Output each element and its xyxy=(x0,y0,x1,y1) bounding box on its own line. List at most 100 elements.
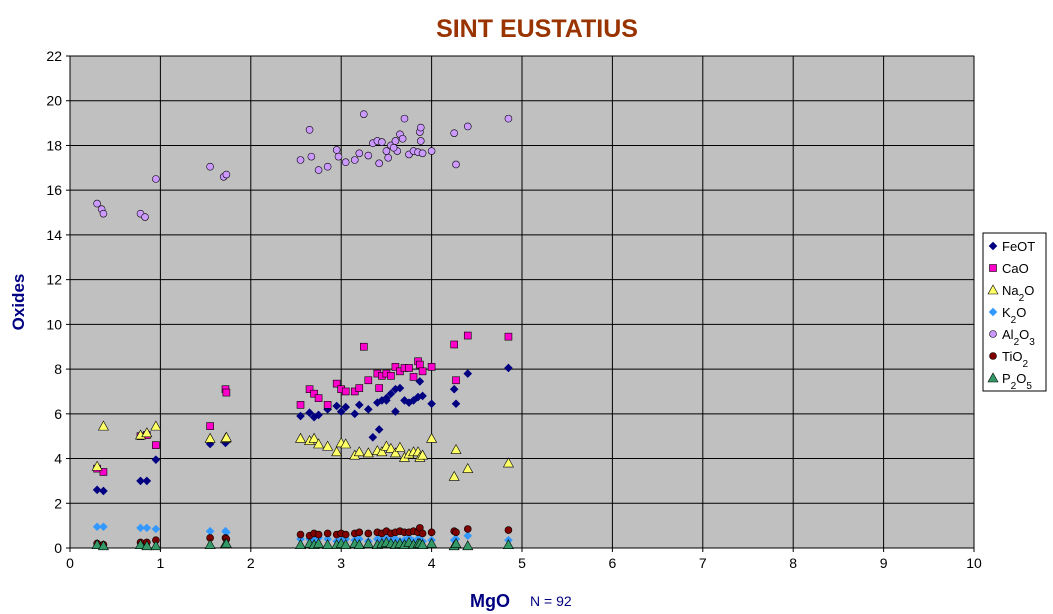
point-al2o3 xyxy=(398,134,407,143)
point-cao xyxy=(409,373,418,381)
point-p2o5 xyxy=(313,537,325,548)
point-al2o3 xyxy=(332,146,341,154)
point-cao xyxy=(405,364,413,372)
point-feot xyxy=(415,377,425,386)
series-na2o xyxy=(91,420,514,481)
point-feot xyxy=(449,384,459,394)
legend-label-k2o: K2O xyxy=(1002,305,1026,326)
legend-label-tio2: TiO2 xyxy=(1002,349,1028,370)
point-na2o xyxy=(97,420,109,431)
point-na2o xyxy=(462,462,474,473)
point-al2o3 xyxy=(206,162,214,171)
legend-label-na2o: Na2O xyxy=(1002,283,1034,304)
point-feot xyxy=(463,369,473,378)
point-p2o5 xyxy=(502,539,514,549)
x-tick-label: 10 xyxy=(966,555,982,571)
point-feot xyxy=(341,402,351,412)
legend-marker-cao xyxy=(989,264,997,272)
point-na2o xyxy=(448,470,460,481)
point-tio2 xyxy=(418,529,427,538)
point-feot xyxy=(99,486,108,496)
point-p2o5 xyxy=(362,537,374,548)
point-cao xyxy=(310,389,318,398)
point-cao xyxy=(296,401,305,409)
y-axis-label: Oxides xyxy=(9,274,28,331)
point-p2o5 xyxy=(353,539,365,549)
x-tick-label: 8 xyxy=(789,555,797,571)
series-al2o3 xyxy=(93,110,513,221)
point-al2o3 xyxy=(400,114,409,123)
point-feot xyxy=(373,398,382,407)
point-al2o3 xyxy=(364,151,373,160)
point-al2o3 xyxy=(463,122,472,131)
point-al2o3 xyxy=(99,209,108,218)
x-tick-label: 4 xyxy=(428,555,436,571)
legend-marker-k2o xyxy=(988,307,998,317)
y-tick-label: 0 xyxy=(54,540,62,556)
point-al2o3 xyxy=(305,126,314,134)
point-cao xyxy=(314,394,323,402)
point-p2o5 xyxy=(340,539,352,549)
point-k2o xyxy=(142,523,152,533)
point-cao xyxy=(222,388,231,397)
point-al2o3 xyxy=(378,138,386,146)
point-cao xyxy=(152,441,160,449)
point-na2o xyxy=(91,460,103,471)
y-tick-label: 22 xyxy=(46,48,62,64)
point-al2o3 xyxy=(389,143,398,152)
point-al2o3 xyxy=(307,152,316,161)
point-na2o xyxy=(220,431,232,442)
legend-label-p2o5: P2O5 xyxy=(1002,371,1032,392)
point-k2o xyxy=(136,523,145,533)
x-tick-label: 3 xyxy=(337,555,345,571)
point-al2o3 xyxy=(341,158,350,167)
point-na2o xyxy=(308,432,320,443)
point-feot xyxy=(92,485,102,495)
y-tick-label: 4 xyxy=(54,451,62,467)
point-cao xyxy=(450,340,459,349)
point-p2o5 xyxy=(204,539,216,549)
point-na2o xyxy=(150,420,162,431)
point-al2o3 xyxy=(334,152,343,161)
point-p2o5 xyxy=(426,537,438,548)
y-tick-label: 6 xyxy=(54,406,62,422)
point-al2o3 xyxy=(504,114,513,123)
point-na2o xyxy=(417,449,429,460)
point-cao xyxy=(504,332,513,341)
point-al2o3 xyxy=(375,159,383,168)
point-na2o xyxy=(204,432,216,443)
point-al2o3 xyxy=(323,162,332,171)
point-na2o xyxy=(295,432,307,443)
point-feot xyxy=(364,405,373,414)
point-feot xyxy=(391,407,400,416)
point-cao xyxy=(323,401,332,409)
point-al2o3 xyxy=(296,156,305,164)
point-cao xyxy=(355,384,364,392)
legend-marker-p2o5 xyxy=(987,372,999,383)
x-tick-label: 2 xyxy=(247,555,255,571)
point-p2o5 xyxy=(450,537,462,548)
point-feot xyxy=(323,405,332,414)
point-p2o5 xyxy=(462,540,474,551)
point-na2o xyxy=(502,457,514,468)
point-al2o3 xyxy=(222,170,231,179)
point-feot xyxy=(336,407,346,416)
point-cao xyxy=(341,387,350,396)
point-al2o3 xyxy=(93,199,101,208)
point-na2o xyxy=(141,427,153,438)
x-tick-label: 5 xyxy=(518,555,526,571)
point-cao xyxy=(206,422,214,430)
point-feot xyxy=(151,455,161,464)
point-al2o3 xyxy=(416,137,425,145)
point-feot xyxy=(386,389,396,398)
point-tio2 xyxy=(296,530,305,539)
point-feot xyxy=(305,408,314,417)
point-na2o xyxy=(331,446,343,457)
point-feot xyxy=(368,433,378,442)
point-p2o5 xyxy=(97,540,109,551)
point-al2o3 xyxy=(314,166,323,174)
data-points xyxy=(91,110,514,551)
point-p2o5 xyxy=(150,540,162,551)
